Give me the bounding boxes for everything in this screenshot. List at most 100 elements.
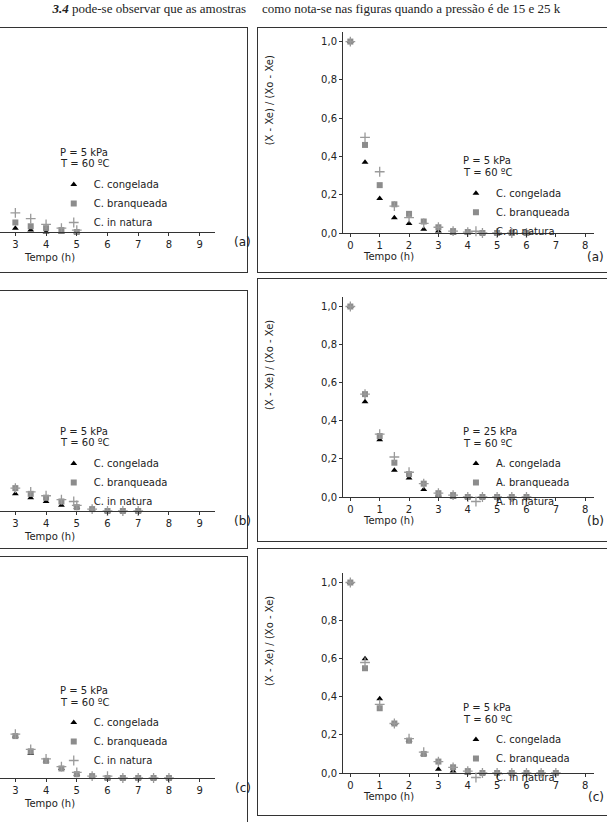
svg-text:T = 60 ºC: T = 60 ºC	[463, 167, 512, 178]
svg-text:T = 60 ºC: T = 60 ºC	[60, 437, 109, 448]
svg-text:7: 7	[135, 785, 141, 796]
svg-text:4: 4	[43, 785, 49, 796]
svg-text:Tempo (h): Tempo (h)	[363, 791, 414, 802]
svg-text:2: 2	[406, 240, 412, 251]
svg-text:9: 9	[196, 239, 202, 250]
svg-text:C. branqueada: C. branqueada	[94, 198, 168, 209]
svg-text:Tempo (h): Tempo (h)	[24, 252, 75, 263]
svg-text:0: 0	[347, 504, 353, 515]
svg-text:9: 9	[196, 518, 202, 529]
svg-text:0,2: 0,2	[321, 189, 337, 200]
svg-text:3: 3	[435, 240, 441, 251]
svg-text:(b): (b)	[234, 514, 251, 528]
svg-text:C. congelada: C. congelada	[94, 179, 159, 190]
svg-text:3: 3	[12, 785, 18, 796]
svg-text:(X - Xe) / (Xo - Xe): (X - Xe) / (Xo - Xe)	[264, 320, 275, 410]
svg-text:6: 6	[523, 240, 529, 251]
svg-text:Tempo (h): Tempo (h)	[363, 251, 414, 262]
svg-text:A. branqueada: A. branqueada	[496, 477, 569, 488]
svg-text:3: 3	[435, 780, 441, 791]
svg-text:1: 1	[377, 780, 383, 791]
svg-text:0,8: 0,8	[321, 74, 337, 85]
svg-text:0,4: 0,4	[321, 151, 337, 162]
svg-text:C. congelada: C. congelada	[496, 734, 561, 745]
svg-text:P = 5 kPa: P = 5 kPa	[463, 702, 511, 713]
svg-text:2: 2	[406, 504, 412, 515]
svg-text:5: 5	[494, 240, 500, 251]
svg-text:0,2: 0,2	[321, 729, 337, 740]
svg-text:1,0: 1,0	[321, 301, 337, 312]
svg-text:2: 2	[406, 780, 412, 791]
svg-text:1,0: 1,0	[321, 577, 337, 588]
svg-text:8: 8	[582, 240, 588, 251]
svg-text:5: 5	[74, 518, 80, 529]
svg-text:C. in natura: C. in natura	[94, 496, 153, 507]
svg-text:C. branqueada: C. branqueada	[496, 207, 570, 218]
svg-text:8: 8	[166, 785, 172, 796]
svg-text:P = 25 kPa: P = 25 kPa	[463, 426, 517, 437]
svg-text:0,2: 0,2	[321, 453, 337, 464]
svg-text:C. in natura: C. in natura	[94, 217, 153, 228]
svg-text:6: 6	[104, 239, 110, 250]
svg-text:1: 1	[377, 240, 383, 251]
svg-text:8: 8	[582, 504, 588, 515]
svg-text:C. congelada: C. congelada	[94, 458, 159, 469]
svg-text:9: 9	[196, 785, 202, 796]
svg-text:C. congelada: C. congelada	[496, 188, 561, 199]
svg-text:(a): (a)	[587, 250, 604, 264]
svg-text:0,6: 0,6	[321, 113, 337, 124]
svg-text:C. congelada: C. congelada	[94, 717, 159, 728]
svg-text:T = 60 ºC: T = 60 ºC	[463, 438, 512, 449]
svg-text:0,8: 0,8	[321, 339, 337, 350]
svg-text:3: 3	[12, 239, 18, 250]
svg-text:C. branqueada: C. branqueada	[496, 753, 570, 764]
svg-text:T = 60 ºC: T = 60 ºC	[463, 714, 512, 725]
svg-text:4: 4	[43, 518, 49, 529]
svg-text:P = 5 kPa: P = 5 kPa	[463, 155, 511, 166]
svg-text:5: 5	[74, 239, 80, 250]
svg-text:C. branqueada: C. branqueada	[94, 477, 168, 488]
svg-text:4: 4	[465, 504, 471, 515]
svg-text:0: 0	[347, 240, 353, 251]
svg-text:6: 6	[104, 518, 110, 529]
svg-text:0,0: 0,0	[321, 228, 337, 239]
svg-text:0: 0	[347, 780, 353, 791]
svg-text:C. in natura: C. in natura	[94, 755, 153, 766]
svg-text:0,8: 0,8	[321, 615, 337, 626]
svg-text:C. in natura: C. in natura	[496, 226, 555, 237]
svg-text:4: 4	[43, 239, 49, 250]
svg-text:3: 3	[435, 504, 441, 515]
svg-text:C. branqueada: C. branqueada	[94, 736, 168, 747]
svg-text:8: 8	[166, 518, 172, 529]
svg-text:1: 1	[377, 504, 383, 515]
svg-text:7: 7	[135, 239, 141, 250]
svg-text:(c): (c)	[588, 790, 604, 804]
svg-text:1,0: 1,0	[321, 36, 337, 47]
svg-text:4: 4	[465, 240, 471, 251]
svg-text:A. in natura: A. in natura	[496, 496, 554, 507]
svg-text:(b): (b)	[587, 514, 604, 528]
svg-text:(a): (a)	[234, 235, 251, 249]
svg-text:5: 5	[74, 785, 80, 796]
svg-text:T = 60 ºC: T = 60 ºC	[60, 697, 109, 708]
svg-text:8: 8	[166, 239, 172, 250]
svg-text:3: 3	[12, 518, 18, 529]
svg-text:0,6: 0,6	[321, 653, 337, 664]
svg-text:0,0: 0,0	[321, 768, 337, 779]
svg-text:6: 6	[104, 785, 110, 796]
svg-text:4: 4	[465, 780, 471, 791]
svg-text:A. congelada: A. congelada	[496, 458, 561, 469]
svg-text:0,6: 0,6	[321, 377, 337, 388]
svg-text:8: 8	[582, 780, 588, 791]
svg-text:P = 5 kPa: P = 5 kPa	[60, 685, 108, 696]
svg-text:0,4: 0,4	[321, 415, 337, 426]
svg-text:7: 7	[553, 240, 559, 251]
svg-text:P = 5 kPa: P = 5 kPa	[60, 426, 108, 437]
svg-text:C. in natura: C. in natura	[496, 772, 555, 783]
svg-text:7: 7	[135, 518, 141, 529]
svg-text:0,0: 0,0	[321, 492, 337, 503]
svg-text:Tempo (h): Tempo (h)	[363, 515, 414, 526]
svg-text:Tempo (h): Tempo (h)	[24, 798, 75, 809]
svg-text:Tempo (h): Tempo (h)	[24, 531, 75, 542]
svg-text:T = 60 ºC: T = 60 ºC	[60, 158, 109, 169]
